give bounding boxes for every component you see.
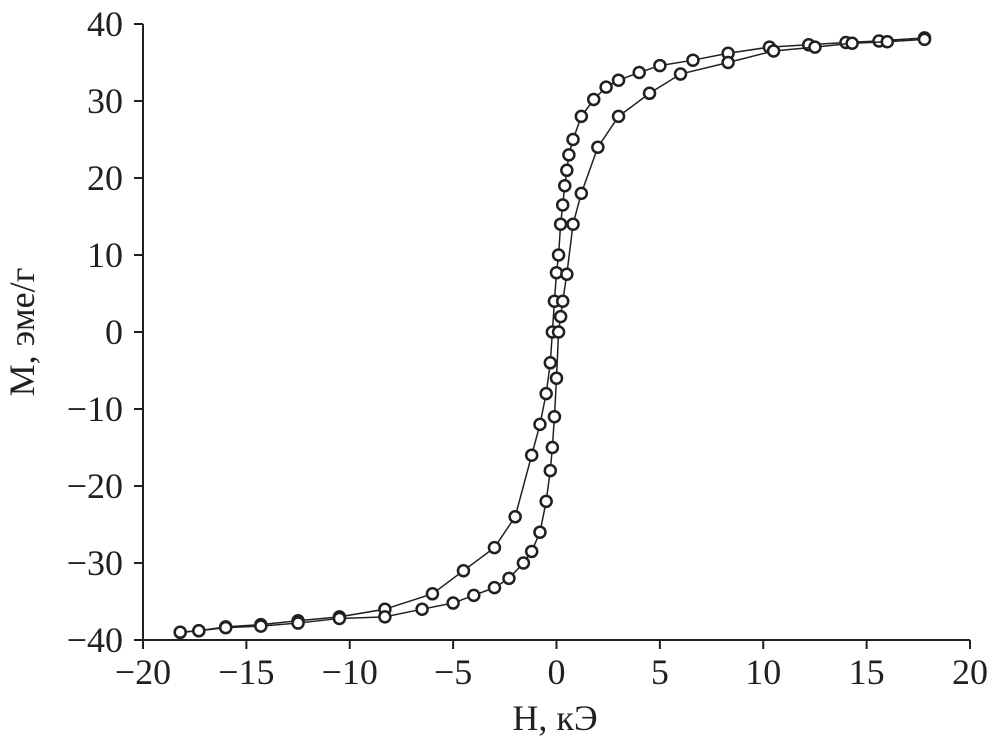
data-point — [721, 55, 735, 70]
y-tick-label: 40 — [87, 4, 123, 44]
data-point — [566, 217, 580, 231]
data-point — [446, 596, 460, 610]
x-tick-label: −20 — [115, 652, 171, 692]
y-tick-label: −20 — [67, 466, 123, 506]
data-point — [574, 186, 589, 201]
data-point — [332, 611, 347, 626]
data-point — [487, 540, 502, 555]
data-point — [553, 309, 568, 324]
data-point — [539, 494, 553, 509]
data-point — [547, 409, 562, 424]
data-point — [632, 65, 646, 80]
data-point — [543, 463, 558, 478]
data-point — [642, 86, 657, 101]
data-point — [555, 294, 570, 308]
y-tick-label: −40 — [67, 620, 123, 660]
x-tick-label: 0 — [548, 652, 566, 692]
data-point — [415, 602, 429, 616]
y-tick-label: 0 — [105, 312, 123, 352]
data-point — [533, 417, 547, 432]
y-tick-label: −30 — [67, 543, 123, 583]
data-point — [467, 588, 481, 603]
x-tick-label: 10 — [745, 652, 781, 692]
data-point — [533, 525, 547, 539]
data-point — [378, 610, 392, 624]
x-tick-label: 15 — [849, 652, 885, 692]
data-point — [192, 624, 206, 638]
data-point — [487, 580, 502, 595]
data-point — [611, 73, 626, 87]
data-point — [558, 178, 572, 193]
data-point — [551, 248, 566, 262]
data-point — [611, 109, 626, 124]
x-tick-label: 20 — [952, 652, 988, 692]
data-point — [566, 132, 580, 147]
y-axis-label: M, эме/г — [2, 268, 42, 397]
data-point — [254, 619, 268, 633]
data-point — [173, 625, 187, 640]
x-tick-label: −15 — [218, 652, 274, 692]
data-point — [456, 563, 471, 578]
data-point — [686, 53, 700, 67]
data-point — [766, 44, 781, 58]
data-point — [502, 571, 516, 586]
data-line — [180, 38, 925, 634]
x-tick-label: −10 — [322, 652, 378, 692]
data-point — [545, 440, 560, 455]
data-point — [562, 148, 576, 162]
data-point — [560, 163, 574, 178]
data-point — [880, 34, 895, 49]
y-tick-label: 20 — [87, 158, 123, 198]
data-point — [524, 448, 539, 462]
data-point — [808, 40, 822, 54]
data-point — [524, 544, 539, 559]
x-tick-label: −5 — [434, 652, 472, 692]
data-point — [555, 198, 570, 212]
data-point — [516, 556, 531, 570]
data-point — [539, 386, 553, 401]
data-point — [553, 217, 568, 231]
x-axis-label: H, кЭ — [512, 698, 597, 738]
data-point — [673, 67, 688, 81]
data-point — [508, 510, 522, 524]
data-point — [291, 616, 305, 630]
data-point — [653, 58, 667, 73]
data-point — [591, 140, 605, 154]
x-tick-label: 5 — [651, 652, 669, 692]
data-point — [551, 325, 566, 339]
data-point — [917, 32, 932, 47]
data-point — [560, 267, 574, 281]
data-point — [586, 92, 601, 107]
data-point — [425, 587, 440, 601]
y-tick-label: 30 — [87, 81, 123, 121]
data-point — [574, 109, 589, 124]
data-point — [543, 356, 558, 370]
y-tick-label: −10 — [67, 389, 123, 429]
y-tick-label: 10 — [87, 235, 123, 275]
data-point — [549, 371, 564, 385]
data-point — [845, 36, 859, 50]
data-point — [599, 80, 613, 94]
data-point — [218, 620, 233, 635]
